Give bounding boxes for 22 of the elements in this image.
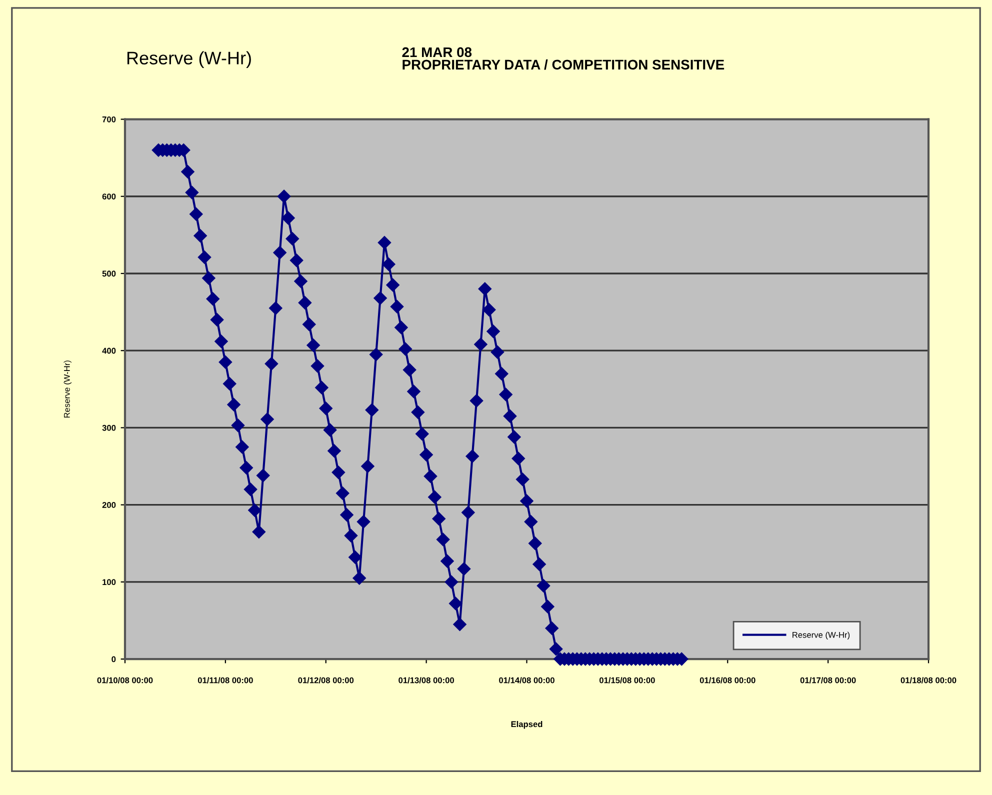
x-tick-label: 01/17/08 00:00 — [800, 677, 856, 684]
x-tick-label: 01/11/08 00:00 — [198, 677, 253, 684]
y-tick-label: 100 — [102, 579, 116, 586]
y-axis-title: Reserve (W-Hr) — [64, 360, 72, 418]
x-tick-label: 01/18/08 00:00 — [900, 677, 956, 684]
y-tick-label: 400 — [102, 348, 116, 354]
chart-subtitle: 21 MAR 08 PROPRIETARY DATA / COMPETITION SENSITIVE — [402, 47, 724, 70]
y-tick-label: 600 — [102, 194, 116, 200]
x-tick-label: 01/12/08 00:00 — [298, 677, 354, 684]
y-tick-label: 700 — [102, 116, 116, 122]
y-tick-label: 0 — [112, 656, 116, 662]
x-tick-label: 01/13/08 00:00 — [398, 677, 454, 684]
x-tick-label: 01/10/08 00:00 — [97, 677, 153, 684]
legend-label: Reserve (W-Hr) — [792, 632, 850, 640]
chart-title: Reserve (W-Hr) — [127, 51, 251, 68]
y-tick-label: 300 — [102, 424, 116, 431]
x-axis-title: Elapsed — [511, 720, 542, 729]
y-tick-label: 500 — [102, 270, 116, 277]
y-tick-label: 200 — [102, 502, 116, 508]
x-tick-label: 01/16/08 00:00 — [700, 677, 756, 684]
x-tick-label: 01/15/08 00:00 — [599, 677, 655, 684]
x-tick-label: 01/14/08 00:00 — [499, 677, 554, 684]
